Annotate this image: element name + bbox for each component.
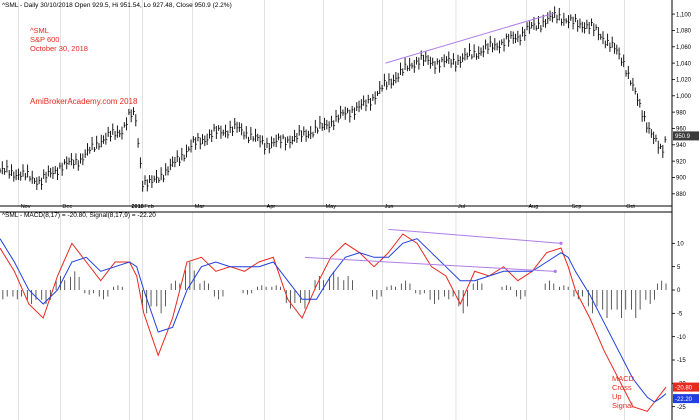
price-tick-label: 900 [676, 176, 687, 182]
signal-value-tag-bg [673, 394, 699, 404]
x-axis: Nov Dec 2018 Feb Mar Apr May Jun Jul Aug Sep Oct [21, 204, 636, 210]
signal-value-tag: -22.20 [675, 397, 693, 403]
macd-value-tag-bg [673, 382, 699, 392]
price-tick-label: 1,080 [676, 29, 692, 35]
x-tick-label: Dec [62, 204, 72, 210]
macd-note-2: Cross [612, 383, 632, 392]
x-tick-label: Sep [572, 204, 582, 210]
last-price-tag: 950.9 [675, 134, 691, 140]
macd-note-3: Up [612, 392, 622, 401]
macd-title: ^SML - MACD(8,17) = -20.80, Signal(8,17,… [2, 212, 156, 219]
price-title: ^SML - Daily 30/10/2018 Open 929.5, Hi 9… [2, 2, 232, 9]
macd-trendline [304, 256, 556, 272]
trendline-end-marker [559, 241, 563, 245]
macd-tick-label: 0 [677, 288, 681, 294]
price-tick-label: 1,020 [676, 78, 692, 84]
trendline-end-marker [553, 269, 557, 273]
macd-lines [0, 233, 667, 412]
macd-tick-label: -25 [677, 405, 686, 411]
price-grid [18, 0, 625, 206]
macd-line [0, 233, 667, 412]
annotation-index: S&P 600 [30, 35, 59, 44]
price-tick-label: 920 [676, 159, 687, 165]
macd-tick-label: -10 [677, 335, 686, 341]
x-tick-label: Mar [195, 204, 205, 210]
macd-note-4: Signal [612, 401, 633, 410]
x-tick-label: Feb [144, 204, 153, 210]
price-trendline [385, 12, 554, 64]
price-tick-label: 1,000 [676, 94, 692, 100]
macd-grid [18, 212, 625, 420]
macd-value-tag: -20.80 [675, 385, 693, 391]
x-tick-label: May [326, 204, 337, 210]
macd-tick-label: 10 [677, 242, 684, 248]
price-tick-label: 1,060 [676, 45, 692, 51]
last-price-tag-bg [673, 131, 699, 141]
x-tick-label: 2018 [131, 204, 143, 210]
macd-note-1: MACD [612, 374, 635, 383]
trendlines [304, 12, 563, 273]
signal-line [0, 238, 667, 403]
annotation-ticker: ^SML [30, 26, 49, 35]
x-tick-label: Jul [458, 204, 465, 210]
macd-trendline [388, 228, 562, 244]
x-tick-label: Oct [626, 204, 635, 210]
x-tick-label: Aug [528, 204, 538, 210]
watermark: AmiBrokerAcademy.com 2018 [30, 97, 138, 106]
price-tick-label: 980 [676, 110, 687, 116]
x-tick-label: Jun [385, 204, 394, 210]
x-tick-label: Nov [21, 204, 31, 210]
price-tick-label: 1,040 [676, 61, 692, 67]
value-tags: 950.9 -20.80 -22.20 [673, 131, 699, 404]
macd-tick-label: -15 [677, 358, 686, 364]
price-axis: 880 900 920 940 960 980 1,000 1,020 1,040 1,060 1,… [672, 12, 692, 198]
price-tick-label: 880 [676, 192, 687, 198]
price-tick-label: 940 [676, 143, 687, 149]
price-tick-label: 1,100 [676, 12, 692, 18]
macd-tick-label: -5 [677, 312, 683, 318]
macd-tick-label: 5 [677, 265, 681, 271]
price-tick-label: 960 [676, 127, 687, 133]
x-tick-label: Apr [267, 204, 276, 210]
annotation-date: October 30, 2018 [30, 44, 88, 53]
